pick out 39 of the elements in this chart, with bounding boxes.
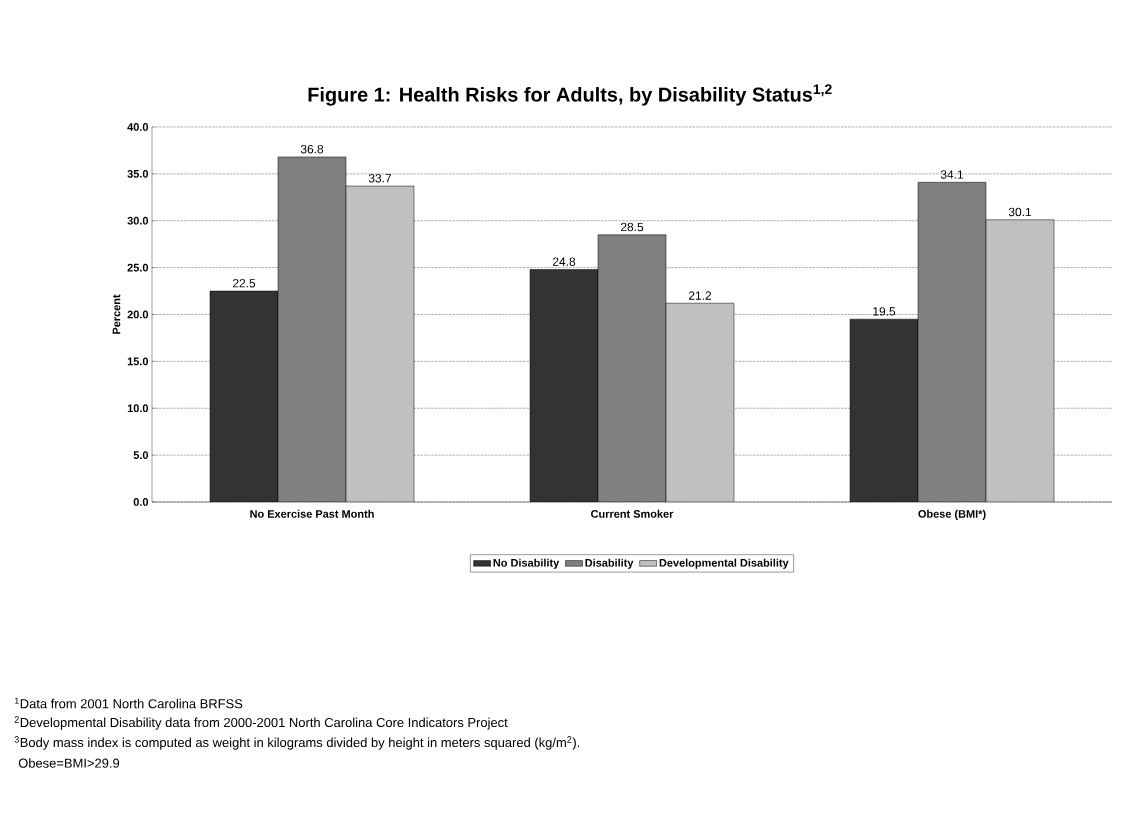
legend-label: Developmental Disability	[659, 558, 789, 569]
y-tick-label: 0.0	[133, 498, 149, 506]
x-tick-label: Obese (BMI*)	[918, 509, 986, 520]
bar	[985, 219, 1055, 502]
y-tick-label: 5.0	[133, 451, 149, 459]
x-tick-label: Current Smoker	[591, 509, 674, 518]
bar	[917, 182, 987, 502]
bar	[530, 269, 599, 502]
data-label: 28.5	[620, 222, 644, 232]
legend-label: No Disability	[493, 558, 560, 569]
bar	[346, 186, 415, 502]
text: $^{2}$Developmental Disability data from 2000-2001 North Carolina Core Indicators Project	[14, 716, 508, 730]
bar	[598, 234, 667, 502]
y-tick-label: 10.0	[127, 404, 149, 413]
bar	[278, 156, 347, 502]
legend-label: Disability	[585, 558, 634, 569]
text: $^{3}$Body mass index is computed as weight in kilograms divided by height in meters squared (kg/m$^{2}$).	[14, 736, 580, 750]
bar	[849, 318, 919, 502]
data-label: 22.5	[232, 279, 256, 288]
y-tick-label: 40.0	[127, 123, 149, 131]
y-axis-title: Percent	[112, 294, 121, 334]
bar	[666, 303, 735, 502]
bar	[210, 291, 279, 502]
chart-title: Figure 1: Health Risks for Adults, by Disability Status$^{1,2}$	[308, 84, 832, 106]
data-label: 33.7	[368, 174, 392, 183]
data-label: 24.8	[552, 257, 576, 266]
data-label: 21.2	[688, 291, 712, 300]
data-label: 36.8	[300, 144, 324, 154]
y-tick-label: 30.0	[127, 216, 149, 225]
y-tick-label: 20.0	[127, 310, 149, 319]
text: Obese=BMI>29.9	[18, 758, 120, 768]
data-label: 30.1	[1008, 207, 1032, 217]
y-tick-label: 25.0	[127, 263, 149, 272]
y-tick-label: 15.0	[127, 357, 149, 366]
text: $^{1}$Data from 2001 North Carolina BRFSS	[14, 697, 243, 709]
x-tick-label: No Exercise Past Month	[250, 509, 374, 518]
y-tick-label: 35.0	[127, 169, 149, 178]
data-label: 34.1	[940, 170, 964, 179]
data-label: 19.5	[873, 307, 896, 316]
